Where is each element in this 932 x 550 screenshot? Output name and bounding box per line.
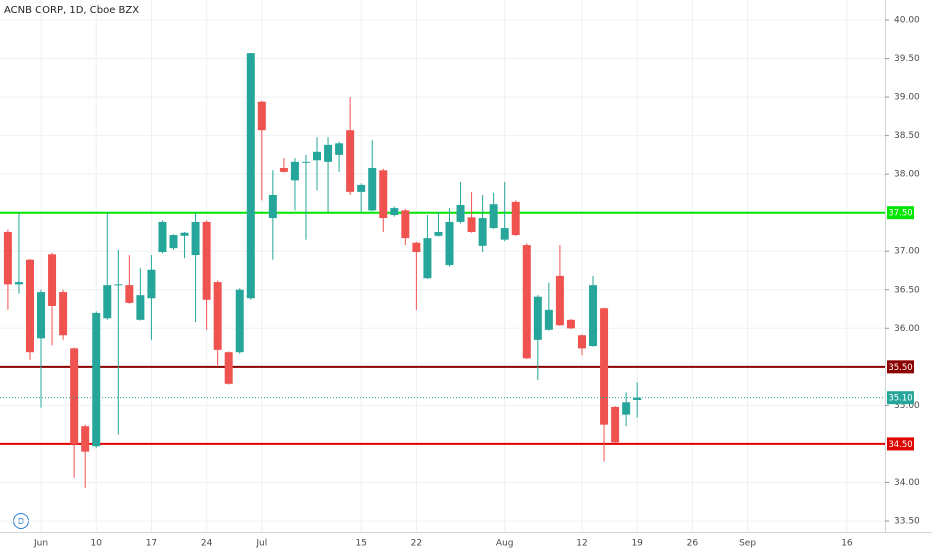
candle-body — [136, 295, 145, 320]
candle-body — [246, 53, 255, 299]
y-tick-label: 36.00 — [894, 324, 920, 334]
candle-body — [213, 282, 222, 350]
candle-body — [611, 406, 620, 443]
candle-body — [301, 161, 310, 163]
candle-body — [290, 161, 299, 181]
candle-body — [70, 348, 79, 444]
y-tick-label: 37.00 — [894, 247, 920, 257]
candle-body — [125, 285, 134, 303]
candle-body — [390, 208, 399, 216]
candle-body — [434, 231, 443, 236]
candle-body — [555, 275, 564, 326]
candle-body — [566, 319, 575, 329]
y-tick-label: 39.00 — [894, 93, 920, 103]
x-tick-label: 22 — [411, 539, 422, 549]
candle-body — [456, 204, 465, 222]
candle-body — [368, 167, 377, 211]
candle-body — [346, 130, 355, 192]
level-tag-box — [887, 206, 914, 220]
y-tick-label: 38.50 — [894, 131, 920, 141]
x-tick-label: Jun — [33, 539, 48, 549]
candle-body — [235, 289, 244, 353]
x-tick-label: 16 — [841, 539, 853, 549]
candle-body — [467, 217, 476, 232]
candle-body — [257, 101, 266, 131]
level-tag: 34.50 — [888, 440, 912, 450]
candle-body — [511, 201, 520, 236]
y-tick-label: 36.50 — [894, 285, 920, 295]
candle-body — [313, 151, 322, 161]
x-tick-label: 15 — [355, 539, 366, 549]
x-tick-label: 17 — [146, 539, 157, 549]
y-tick-label: 35.00 — [894, 401, 920, 411]
candle-body — [191, 221, 200, 256]
x-tick-label: 10 — [90, 539, 102, 549]
x-tick-label: 24 — [201, 539, 213, 549]
candle-body — [59, 292, 68, 336]
candle-body — [533, 296, 542, 340]
y-tick-label: 34.00 — [894, 478, 920, 488]
candle-body — [500, 228, 509, 240]
candle-body — [3, 231, 12, 285]
candle-body — [81, 426, 90, 452]
candle-body — [324, 144, 333, 162]
last-price-tag: 35.10 — [888, 394, 912, 404]
candle-body — [37, 292, 46, 339]
candle-body — [379, 170, 388, 219]
candle-body — [589, 285, 598, 347]
y-tick-label: 38.00 — [894, 170, 920, 180]
candle-body — [169, 235, 178, 249]
candle-body — [14, 282, 23, 285]
candle-body — [423, 238, 432, 279]
level-tag: 37.50 — [888, 209, 912, 219]
x-tick-label: 12 — [576, 539, 587, 549]
level-tag-box — [887, 360, 914, 374]
candle-body — [48, 254, 57, 306]
y-tick-label: 40.00 — [894, 16, 920, 26]
candle-body — [622, 402, 631, 415]
candle-body — [92, 312, 101, 447]
last-price-tag-box — [887, 391, 914, 405]
y-tick-label: 39.50 — [894, 54, 920, 64]
x-tick-label: 19 — [631, 539, 643, 549]
candle-body — [357, 184, 366, 192]
candle-body — [522, 245, 531, 359]
level-tag-box — [887, 437, 914, 451]
candle-body — [412, 242, 421, 253]
candle-body — [268, 194, 277, 219]
x-tick-label: Sep — [739, 539, 756, 549]
candle-body — [147, 269, 156, 299]
candle-body — [445, 221, 454, 266]
candle-body — [279, 167, 288, 172]
candle-body — [224, 352, 233, 384]
candle-body — [180, 232, 189, 236]
candle-body — [600, 308, 609, 425]
candle-body — [633, 397, 642, 400]
candle-body — [544, 309, 553, 330]
x-tick-label: 26 — [687, 539, 699, 549]
candle-body — [577, 335, 586, 349]
chart-title: ACNB CORP, 1D, Cboe BZX — [4, 5, 139, 16]
x-tick-label: Jul — [255, 539, 267, 549]
level-tag: 35.50 — [888, 363, 912, 373]
candle-body — [103, 285, 112, 319]
x-tick-label: Aug — [496, 539, 514, 549]
candle-body — [401, 210, 410, 239]
candle-body — [478, 218, 487, 246]
candle-body — [489, 204, 498, 229]
candle-body — [25, 259, 34, 353]
y-tick-label: 33.50 — [894, 517, 920, 527]
candle-body — [335, 143, 344, 155]
candle-body — [114, 284, 123, 286]
candle-body — [202, 221, 211, 300]
candle-body — [158, 221, 167, 253]
